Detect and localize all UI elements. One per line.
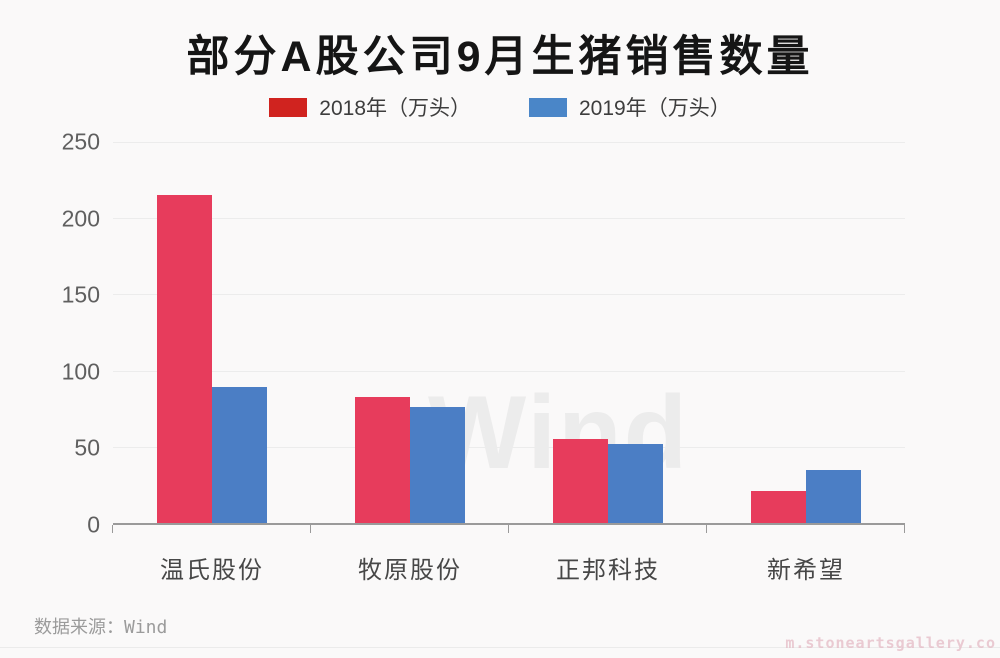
gridline-250 [113, 142, 905, 143]
bar-group-1 [113, 142, 311, 523]
chart-title: 部分A股公司9月生猪销售数量 [186, 33, 814, 81]
x-axis-labels: 温氏股份 牧原股份 正邦科技 新希望 [113, 550, 905, 585]
gridline-150 [113, 294, 905, 296]
gridline-100 [113, 370, 905, 372]
bar-series1-新希望 [751, 491, 806, 523]
bar-group-3 [509, 142, 707, 523]
y-axis-labels: 250 200 150 100 50 0 [28, 129, 100, 538]
bottom-divider [0, 647, 1000, 648]
y-tick-label-0: 0 [87, 511, 100, 538]
corner-watermark: m.stoneartsgallery.co [785, 634, 996, 652]
plot-area: Wind [112, 142, 905, 533]
x-axis-tick-0 [112, 525, 113, 533]
bar-group-2 [311, 142, 509, 523]
legend-item-2019: 2019年（万头） [529, 92, 731, 122]
legend-item-2018: 2018年（万头） [269, 92, 471, 122]
bar-series1-温氏股份 [157, 195, 212, 523]
y-tick-label-150: 150 [61, 281, 100, 308]
bar-group-4 [707, 142, 905, 523]
source-note: 数据来源：Wind [34, 617, 168, 638]
bar-series1-正邦科技 [553, 439, 608, 523]
y-tick-label-250: 250 [61, 128, 100, 155]
bar-series2-正邦科技 [608, 443, 663, 523]
legend-label-2018: 2018年（万头） [319, 97, 471, 120]
x-category-label-4: 新希望 [767, 557, 845, 584]
gridline-200 [113, 218, 905, 220]
legend-swatch-2019 [529, 97, 567, 117]
y-tick-label-50: 50 [74, 434, 100, 461]
bar-series2-温氏股份 [212, 387, 267, 523]
legend-swatch-2018 [269, 97, 308, 117]
x-axis-tick-1 [310, 525, 311, 533]
x-axis-tick-4 [904, 525, 905, 533]
legend-label-2019: 2019年（万头） [579, 97, 731, 120]
x-axis-tick-2 [508, 525, 509, 533]
y-tick-label-200: 200 [61, 205, 100, 232]
x-category-label-1: 温氏股份 [160, 557, 264, 584]
y-tick-label-100: 100 [61, 358, 100, 385]
bar-groups [113, 142, 905, 523]
x-category-label-3: 正邦科技 [556, 557, 660, 584]
bar-series1-牧原股份 [355, 396, 410, 523]
bar-series2-牧原股份 [410, 407, 465, 523]
x-category-label-2: 牧原股份 [358, 557, 462, 584]
legend: 2018年（万头） 2019年（万头） [0, 92, 1000, 122]
bar-series2-新希望 [806, 469, 861, 523]
x-axis-tick-3 [706, 525, 707, 533]
gridline-50 [113, 446, 905, 448]
